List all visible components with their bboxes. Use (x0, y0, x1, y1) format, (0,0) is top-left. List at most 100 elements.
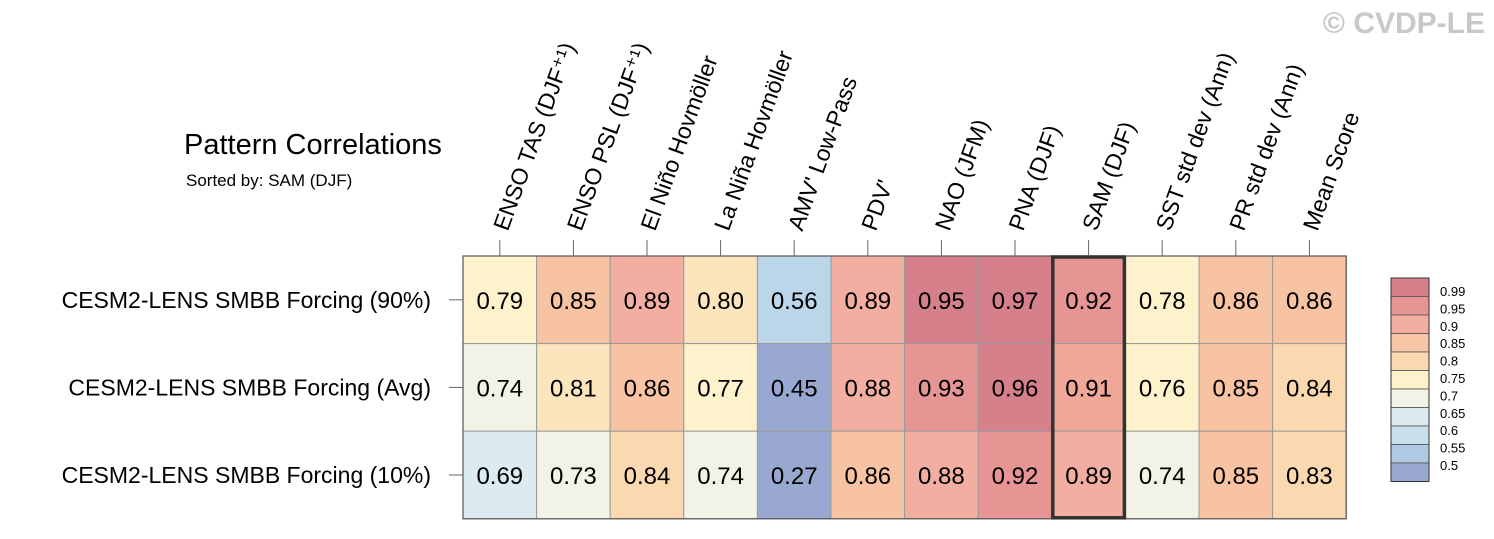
sorted-column-highlight (1051, 255, 1127, 520)
heatmap-cell (536, 343, 611, 432)
column-label: SAM (DJF) (1077, 118, 1140, 234)
column-label: AMV' Low-Pass (782, 73, 862, 234)
cell-value: 0.97 (992, 288, 1039, 315)
column-label: PR std dev (Ann) (1224, 60, 1308, 233)
heatmap-cell (756, 343, 832, 432)
row-labels: CESM2-LENS SMBB Forcing (90%) CESM2-LENS … (62, 287, 463, 488)
cell-value: 0.89 (1065, 463, 1112, 490)
heatmap-cell (1124, 255, 1200, 345)
column-label: ENSO PSL (DJF⁺¹) (562, 39, 654, 234)
cell-value: 0.73 (550, 463, 597, 490)
cell-value: 0.45 (771, 375, 818, 402)
column-label: El Niño Hovmöller (635, 52, 722, 234)
colorbar-tick-label: 0.5 (1440, 458, 1458, 473)
colorbar-tick-label: 0.99 (1440, 284, 1465, 299)
cell-value: 0.76 (1139, 375, 1186, 402)
column-label: ENSO TAS (DJF⁺¹) (488, 39, 580, 234)
watermark: © CVDP-LE (1323, 7, 1485, 40)
chart-subtitle: Sorted by: SAM (DJF) (186, 171, 352, 190)
colorbar-swatch (1390, 388, 1430, 408)
heatmap-cell (683, 430, 758, 520)
cell-value: 0.86 (844, 463, 891, 490)
colorbar-swatch (1390, 462, 1430, 482)
column-label: La Niña Hovmöller (709, 47, 798, 234)
cell-value: 0.93 (918, 375, 965, 402)
heatmap-cell (462, 430, 538, 520)
colorbar-tick-label: 0.75 (1440, 371, 1465, 386)
heatmap-cell (830, 255, 906, 345)
heatmap-cell (536, 255, 611, 345)
heatmap-cell (1198, 343, 1274, 432)
colorbar-swatch (1390, 296, 1430, 316)
colorbar-tick-label: 0.8 (1440, 354, 1458, 369)
cell-value: 0.81 (550, 375, 597, 402)
cell-value: 0.74 (697, 463, 744, 490)
cell-value: 0.79 (476, 288, 523, 315)
colorbar-tick-label: 0.65 (1440, 406, 1465, 421)
heatmap-cell (904, 430, 979, 520)
heatmap-cell (830, 343, 906, 432)
colorbar-tick-label: 0.7 (1440, 388, 1458, 403)
heatmap-cell (1124, 343, 1200, 432)
heatmap-cell (462, 255, 538, 345)
colorbar-swatch (1390, 407, 1430, 427)
cell-value: 0.80 (697, 288, 744, 315)
heatmap-cell (1198, 430, 1274, 520)
heatmap-cell (609, 430, 685, 520)
cell-value: 0.88 (918, 463, 965, 490)
cell-value: 0.85 (1212, 375, 1259, 402)
cell-value: 0.83 (1286, 463, 1333, 490)
column-label: SST std dev (Ann) (1150, 49, 1239, 234)
column-label: Mean Score (1298, 108, 1365, 233)
heatmap-cell (683, 255, 758, 345)
cell-value: 0.78 (1139, 288, 1186, 315)
colorbar-swatch (1390, 333, 1430, 353)
colorbar-swatch (1390, 277, 1430, 297)
cell-value: 0.86 (624, 375, 671, 402)
row-label: CESM2-LENS SMBB Forcing (90%) (62, 287, 431, 313)
heatmap-cell (904, 343, 979, 432)
heatmap-cell (756, 255, 832, 345)
cell-value: 0.92 (1065, 288, 1112, 315)
heatmap-cell (756, 430, 832, 520)
colorbar-swatch (1390, 425, 1430, 445)
cell-value: 0.88 (844, 375, 891, 402)
colorbar-tick-label: 0.9 (1440, 319, 1458, 334)
colorbar-swatch (1390, 370, 1430, 390)
heatmap-grid: 0.79 0.85 0.89 0.80 0.56 0.89 0.95 0.97 0.92 0.78… (462, 255, 1347, 520)
colorbar-tick-label: 0.6 (1440, 423, 1458, 438)
colorbar-legend: 0.99 0.95 0.9 0.85 0.8 0.75 0.7 0.65 0.6 0.55 0.5 (1390, 277, 1465, 482)
cell-value: 0.95 (918, 288, 965, 315)
cell-value: 0.86 (1212, 288, 1259, 315)
column-labels: ENSO TAS (DJF⁺¹)ENSO PSL (DJF⁺¹)El Niño … (488, 39, 1365, 256)
colorbar-tick-label: 0.85 (1440, 336, 1465, 351)
heatmap-cell (977, 343, 1053, 432)
colorbar-swatch (1390, 444, 1430, 464)
heatmap-cell (1051, 343, 1126, 432)
colorbar-tick-label: 0.95 (1440, 301, 1465, 316)
cell-value: 0.27 (771, 463, 818, 490)
heatmap-cell (977, 255, 1053, 345)
row-label: CESM2-LENS SMBB Forcing (Avg) (68, 374, 431, 400)
heatmap-cell (1272, 255, 1347, 345)
heatmap-cell (1272, 430, 1347, 520)
cell-value: 0.92 (992, 463, 1039, 490)
chart-title: Pattern Correlations (184, 129, 442, 161)
cell-value: 0.85 (550, 288, 597, 315)
cell-value: 0.77 (697, 375, 744, 402)
cell-value: 0.86 (1286, 288, 1333, 315)
cell-value: 0.89 (624, 288, 671, 315)
colorbar-swatch (1390, 314, 1430, 334)
cell-value: 0.91 (1065, 375, 1112, 402)
cell-value: 0.96 (992, 375, 1039, 402)
cell-value: 0.84 (624, 463, 671, 490)
colorbar-swatch (1390, 351, 1430, 371)
column-label: PNA (DJF) (1003, 122, 1065, 234)
cell-value: 0.85 (1212, 463, 1259, 490)
cell-value: 0.74 (1139, 463, 1186, 490)
colorbar-tick-label: 0.55 (1440, 441, 1465, 456)
row-label: CESM2-LENS SMBB Forcing (10%) (62, 462, 431, 488)
cell-value: 0.69 (476, 463, 523, 490)
heatmap-cell (462, 343, 538, 432)
